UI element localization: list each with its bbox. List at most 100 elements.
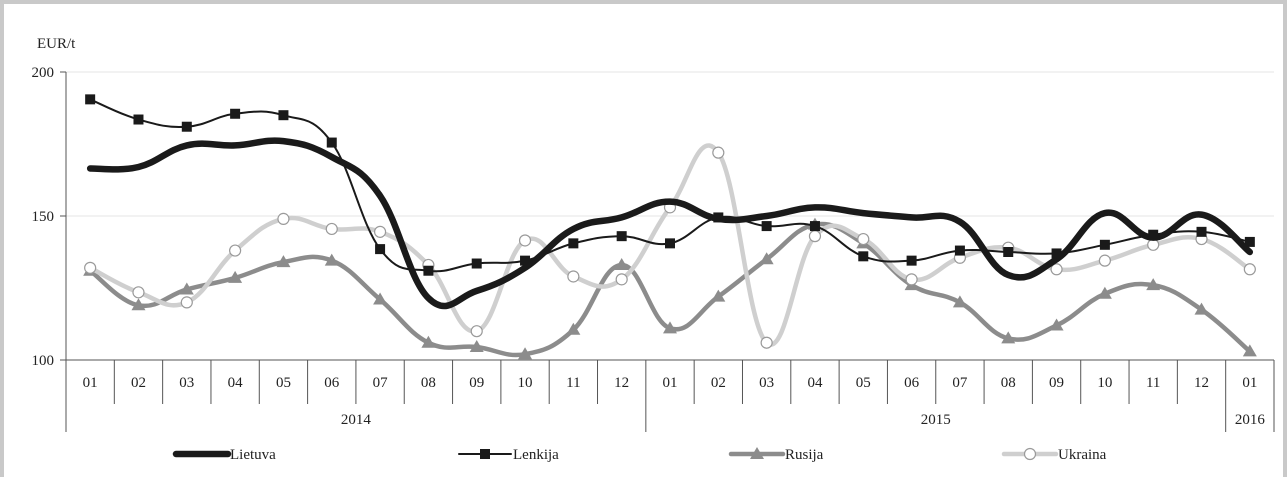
- data-point-lenkija: [1196, 226, 1207, 237]
- data-point-ukraina: [1050, 263, 1063, 276]
- data-point-lenkija: [906, 255, 917, 266]
- gridlines: [66, 71, 1274, 217]
- x-tick-label: 04: [228, 375, 244, 391]
- data-point-rusija: [614, 257, 629, 270]
- x-tick-label: 04: [807, 375, 823, 391]
- data-point-rusija: [469, 340, 484, 353]
- data-point-rusija: [711, 289, 726, 302]
- data-point-lenkija: [520, 255, 531, 266]
- data-point-ukraina: [229, 244, 242, 257]
- data-point-rusija: [1049, 318, 1064, 331]
- y-axis-label: EUR/t: [37, 36, 76, 52]
- data-point-rusija: [1242, 344, 1257, 357]
- data-point-lenkija: [230, 108, 241, 119]
- x-tick-label: 09: [469, 375, 484, 391]
- data-point-rusija: [1146, 278, 1161, 291]
- legend-item-lietuva: Lietuva: [172, 447, 276, 463]
- data-point-rusija: [1001, 331, 1016, 344]
- data-point-ukraina: [615, 273, 628, 286]
- x-year-label: 2016: [1235, 412, 1266, 428]
- x-tick-label: 11: [566, 375, 580, 391]
- data-point-lenkija: [1099, 239, 1110, 250]
- x-tick-label: 12: [1194, 375, 1209, 391]
- data-point-ukraina: [180, 296, 193, 309]
- data-point-ukraina: [1243, 263, 1256, 276]
- data-point-lenkija: [1003, 247, 1014, 257]
- x-tick-label: 10: [1097, 375, 1112, 391]
- data-point-rusija: [179, 282, 194, 295]
- series-line-lietuva: [86, 137, 1254, 310]
- data-point-ukraina: [373, 225, 387, 238]
- x-tick-label: 06: [324, 375, 340, 391]
- data-point-ukraina: [1147, 238, 1160, 251]
- data-point-ukraina: [760, 336, 773, 349]
- legend-item-ukraina: Ukraina: [1001, 447, 1107, 463]
- data-point-rusija: [566, 322, 581, 335]
- data-point-lenkija: [133, 114, 144, 125]
- legend-label: Lenkija: [513, 447, 559, 463]
- x-tick-label: 07: [373, 375, 389, 391]
- data-point-ukraina: [84, 261, 97, 274]
- data-point-lenkija: [954, 245, 965, 256]
- data-point-lenkija: [761, 221, 772, 232]
- series-rusija: [83, 217, 1257, 360]
- data-point-ukraina: [712, 146, 725, 159]
- data-point-ukraina: [132, 286, 145, 299]
- x-tick-label: 11: [1146, 375, 1160, 391]
- x-tick-label: 05: [856, 375, 871, 391]
- x-tick-label: 05: [276, 375, 291, 391]
- data-point-ukraina: [1098, 254, 1111, 267]
- data-point-rusija: [421, 335, 436, 348]
- x-tick-label: 08: [421, 375, 436, 391]
- data-point-ukraina: [567, 270, 580, 283]
- data-point-rusija: [1194, 302, 1209, 315]
- x-tick-label: 01: [83, 375, 98, 391]
- x-tick-label: 03: [179, 375, 194, 391]
- x-tick-label: 12: [614, 375, 629, 391]
- data-point-rusija: [518, 347, 533, 360]
- data-point-ukraina: [277, 212, 290, 225]
- data-point-rusija: [373, 292, 388, 305]
- data-point-lenkija: [423, 265, 434, 276]
- legend-item-rusija: Rusija: [728, 447, 824, 463]
- x-tick-label: 02: [131, 375, 146, 391]
- data-point-ukraina: [905, 273, 918, 286]
- legend-label: Lietuva: [230, 447, 276, 463]
- y-tick-label: 100: [32, 353, 55, 369]
- x-tick-label: 02: [711, 375, 726, 391]
- legend-label: Rusija: [785, 447, 824, 463]
- legend-label: Ukraina: [1058, 447, 1107, 463]
- data-point-rusija: [228, 270, 243, 283]
- data-point-lenkija: [809, 221, 820, 232]
- x-tick-label: 01: [663, 375, 678, 391]
- x-tick-label: 06: [904, 375, 920, 391]
- data-point-lenkija: [278, 110, 289, 121]
- data-point-lenkija: [616, 231, 627, 242]
- data-point-lenkija: [326, 137, 337, 148]
- line-chart: EUR/t 100 150 200 01 02 03 04 05 06 07 08 09 10 11 12 0…: [32, 36, 1275, 463]
- series-layer: [83, 94, 1257, 360]
- x-year-label: 2015: [921, 412, 951, 428]
- data-point-ukraina: [857, 232, 870, 246]
- x-tick-label: 03: [759, 375, 774, 391]
- data-point-lenkija: [181, 121, 192, 132]
- data-point-ukraina: [518, 234, 532, 247]
- data-point-lenkija: [1051, 248, 1062, 259]
- data-point-lenkija: [713, 212, 724, 223]
- data-point-rusija: [663, 321, 677, 334]
- data-point-rusija: [759, 252, 774, 265]
- data-point-ukraina: [808, 230, 822, 243]
- x-tick-label: 09: [1049, 375, 1064, 391]
- data-point-ukraina: [325, 222, 338, 236]
- data-point-lenkija: [568, 238, 579, 249]
- y-tick-label: 200: [32, 65, 55, 81]
- x-year-label: 2014: [341, 412, 372, 428]
- data-point-ukraina: [470, 325, 483, 338]
- x-tick-label: 08: [1001, 375, 1016, 391]
- data-point-rusija: [952, 295, 967, 308]
- legend-item-lenkija: Lenkija: [458, 447, 559, 463]
- data-point-lenkija: [85, 94, 96, 105]
- y-tick-label: 150: [32, 209, 55, 225]
- data-point-lenkija: [471, 258, 482, 269]
- data-point-lenkija: [1148, 229, 1159, 240]
